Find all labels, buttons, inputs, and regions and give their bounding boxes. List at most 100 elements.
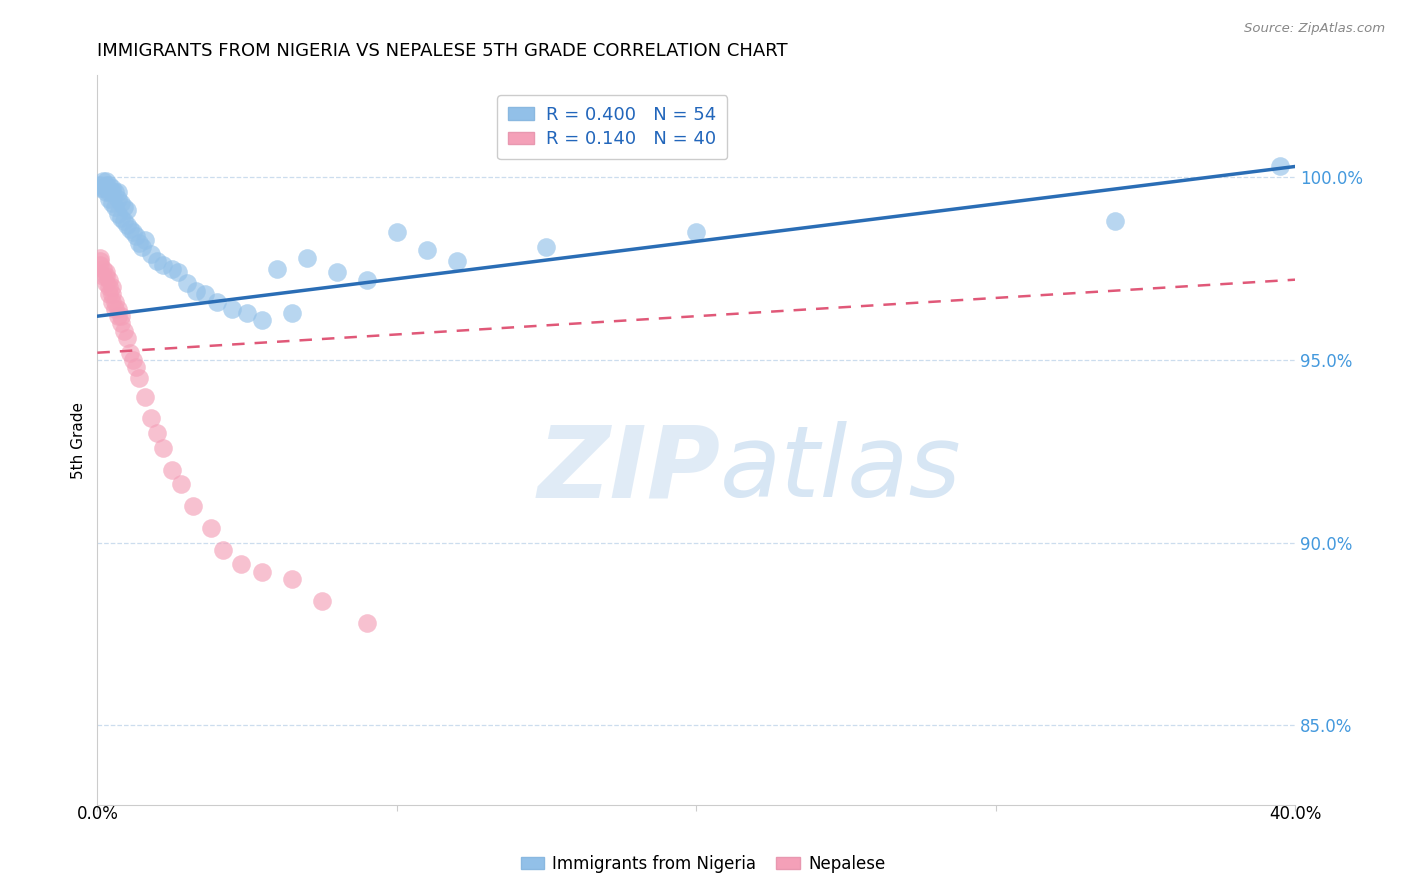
Point [146, 425, 169, 440]
Point [167, 265, 190, 279]
Point [101, 185, 124, 199]
Point [415, 244, 437, 258]
Point [89, 254, 111, 268]
Point [89, 258, 111, 272]
Point [160, 462, 183, 476]
Point [96, 265, 118, 279]
Point [117, 218, 139, 232]
Point [107, 185, 129, 199]
Text: IMMIGRANTS FROM NIGERIA VS NEPALESE 5TH GRADE CORRELATION CHART: IMMIGRANTS FROM NIGERIA VS NEPALESE 5TH … [97, 42, 787, 60]
Point [98, 192, 121, 206]
Point [107, 192, 129, 206]
Point [152, 441, 174, 455]
Point [281, 305, 304, 319]
Point [128, 371, 150, 385]
Point [685, 225, 707, 239]
Point [96, 277, 118, 291]
Point [110, 211, 132, 225]
Point [356, 615, 378, 630]
Point [134, 233, 156, 247]
Point [385, 225, 408, 239]
Point [101, 280, 124, 294]
Point [101, 181, 124, 195]
Text: 0.0%: 0.0% [76, 805, 118, 823]
Point [266, 261, 288, 276]
Point [131, 240, 153, 254]
Point [110, 317, 132, 331]
Point [120, 345, 142, 359]
Point [107, 207, 129, 221]
Point [98, 280, 121, 294]
Point [101, 294, 124, 309]
Point [295, 251, 318, 265]
Point [120, 221, 142, 235]
Point [96, 178, 118, 192]
Point [112, 200, 135, 214]
Point [160, 261, 183, 276]
Point [96, 185, 118, 199]
Point [141, 411, 163, 425]
Point [186, 284, 208, 298]
Point [89, 178, 111, 192]
Legend: R = 0.400   N = 54, R = 0.140   N = 40: R = 0.400 N = 54, R = 0.140 N = 40 [498, 95, 727, 159]
Point [117, 331, 139, 345]
Point [98, 178, 121, 192]
Point [104, 200, 127, 214]
Point [200, 521, 222, 535]
Point [236, 305, 259, 319]
Text: ZIP: ZIP [537, 421, 720, 518]
Point [112, 214, 135, 228]
Y-axis label: 5th Grade: 5th Grade [72, 401, 86, 479]
Point [91, 174, 114, 188]
Point [212, 542, 235, 557]
Point [89, 181, 111, 195]
Point [205, 294, 228, 309]
Point [356, 273, 378, 287]
Point [96, 174, 118, 188]
Point [221, 301, 243, 316]
Point [101, 196, 124, 211]
Point [152, 258, 174, 272]
Point [89, 251, 111, 265]
Point [91, 261, 114, 276]
Point [1104, 214, 1126, 228]
Point [96, 268, 118, 283]
Point [112, 324, 135, 338]
Point [536, 240, 558, 254]
Point [311, 594, 333, 608]
Legend: Immigrants from Nigeria, Nepalese: Immigrants from Nigeria, Nepalese [515, 848, 891, 880]
Point [122, 225, 145, 239]
Point [91, 268, 114, 283]
Point [125, 360, 148, 375]
Text: 40.0%: 40.0% [1268, 805, 1322, 823]
Point [194, 287, 217, 301]
Point [98, 287, 121, 301]
Point [101, 287, 124, 301]
Point [250, 313, 273, 327]
Point [281, 572, 304, 586]
Point [141, 247, 163, 261]
Point [176, 277, 198, 291]
Point [107, 301, 129, 316]
Point [110, 196, 132, 211]
Text: atlas: atlas [720, 421, 962, 518]
Point [117, 203, 139, 218]
Point [326, 265, 349, 279]
Point [146, 254, 169, 268]
Point [128, 236, 150, 251]
Point [170, 477, 193, 491]
Point [181, 499, 204, 513]
Point [98, 273, 121, 287]
Point [446, 254, 468, 268]
Point [98, 185, 121, 199]
Point [1268, 160, 1291, 174]
Point [110, 309, 132, 323]
Point [107, 309, 129, 323]
Point [91, 181, 114, 195]
Text: Source: ZipAtlas.com: Source: ZipAtlas.com [1244, 22, 1385, 36]
Point [104, 294, 127, 309]
Point [250, 565, 273, 579]
Point [122, 353, 145, 368]
Point [125, 228, 148, 243]
Point [229, 558, 252, 572]
